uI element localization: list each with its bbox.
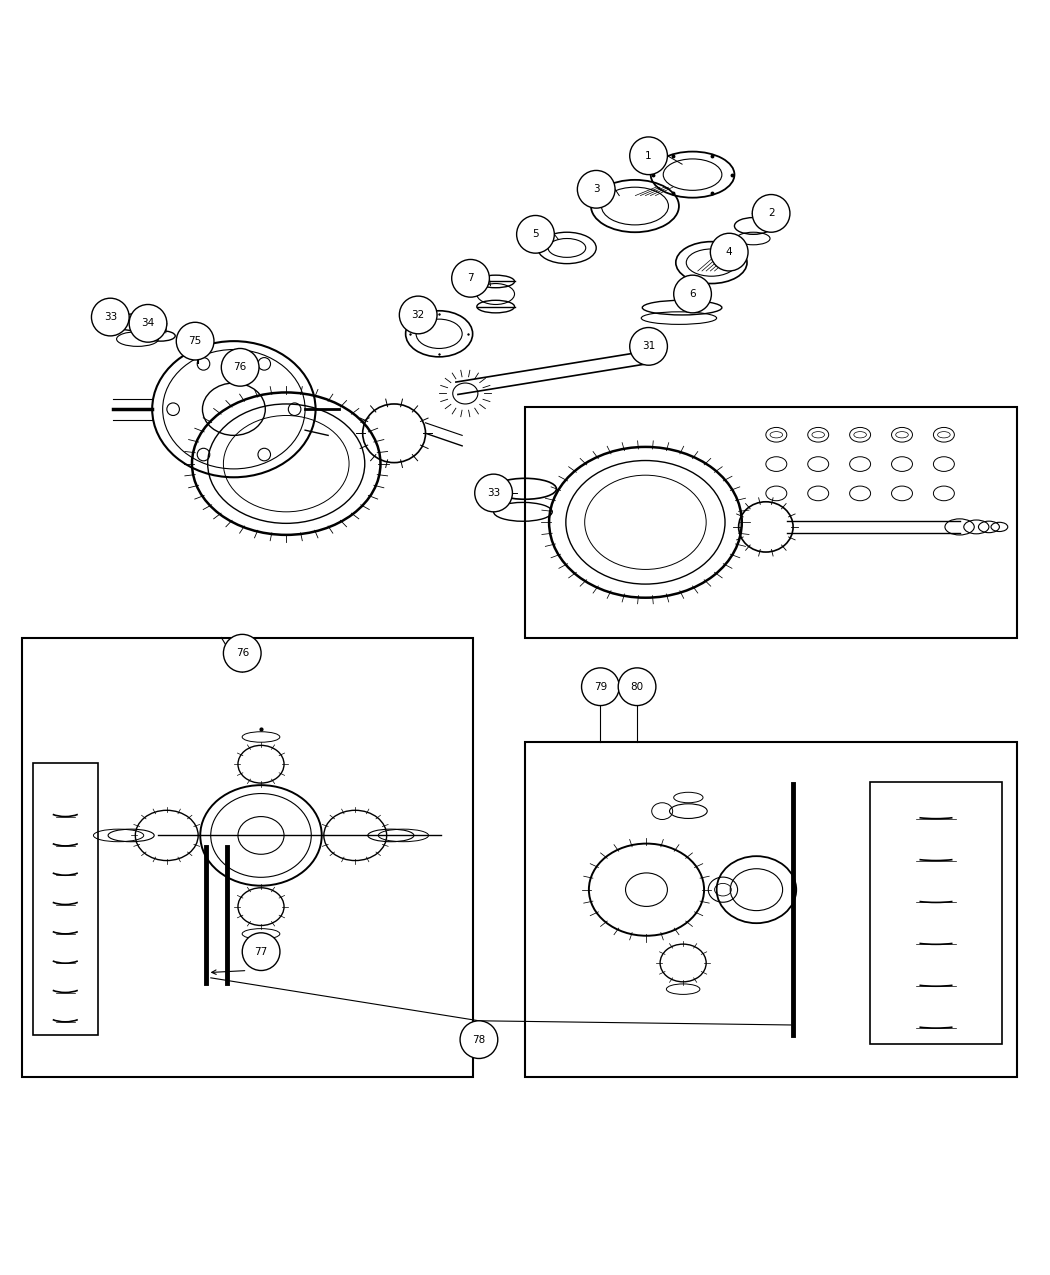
Circle shape bbox=[752, 195, 790, 232]
Circle shape bbox=[618, 668, 656, 705]
Circle shape bbox=[582, 668, 620, 705]
Text: 76: 76 bbox=[235, 648, 249, 658]
Text: 3: 3 bbox=[593, 185, 600, 194]
Circle shape bbox=[475, 474, 512, 511]
Text: 2: 2 bbox=[768, 208, 775, 218]
Circle shape bbox=[452, 259, 489, 297]
Bar bbox=[869, 783, 1003, 1044]
Circle shape bbox=[176, 323, 214, 360]
Text: 80: 80 bbox=[630, 682, 644, 692]
Bar bbox=[22, 638, 472, 1077]
Bar bbox=[525, 742, 1017, 1077]
Circle shape bbox=[578, 171, 615, 208]
Bar bbox=[525, 407, 1017, 638]
Text: 34: 34 bbox=[142, 319, 154, 329]
Text: 31: 31 bbox=[642, 342, 655, 352]
Circle shape bbox=[243, 933, 280, 970]
Circle shape bbox=[222, 348, 259, 386]
Text: 7: 7 bbox=[467, 273, 474, 283]
Circle shape bbox=[224, 635, 261, 672]
Circle shape bbox=[630, 136, 668, 175]
Circle shape bbox=[711, 233, 748, 272]
Circle shape bbox=[91, 298, 129, 335]
Text: 4: 4 bbox=[726, 247, 733, 258]
Circle shape bbox=[399, 296, 437, 334]
Circle shape bbox=[630, 328, 668, 365]
Text: 77: 77 bbox=[254, 946, 268, 956]
Circle shape bbox=[517, 215, 554, 254]
Text: 1: 1 bbox=[646, 150, 652, 161]
Text: 79: 79 bbox=[594, 682, 607, 692]
Text: 5: 5 bbox=[532, 230, 539, 240]
Text: 75: 75 bbox=[189, 337, 202, 346]
Text: 33: 33 bbox=[104, 312, 117, 323]
Circle shape bbox=[129, 305, 167, 342]
Circle shape bbox=[460, 1021, 498, 1058]
Bar bbox=[33, 764, 98, 1035]
Text: 6: 6 bbox=[689, 289, 696, 300]
Text: 78: 78 bbox=[472, 1034, 485, 1044]
Text: 76: 76 bbox=[233, 362, 247, 372]
Text: 33: 33 bbox=[487, 488, 500, 499]
Circle shape bbox=[674, 275, 712, 312]
Text: 32: 32 bbox=[412, 310, 425, 320]
